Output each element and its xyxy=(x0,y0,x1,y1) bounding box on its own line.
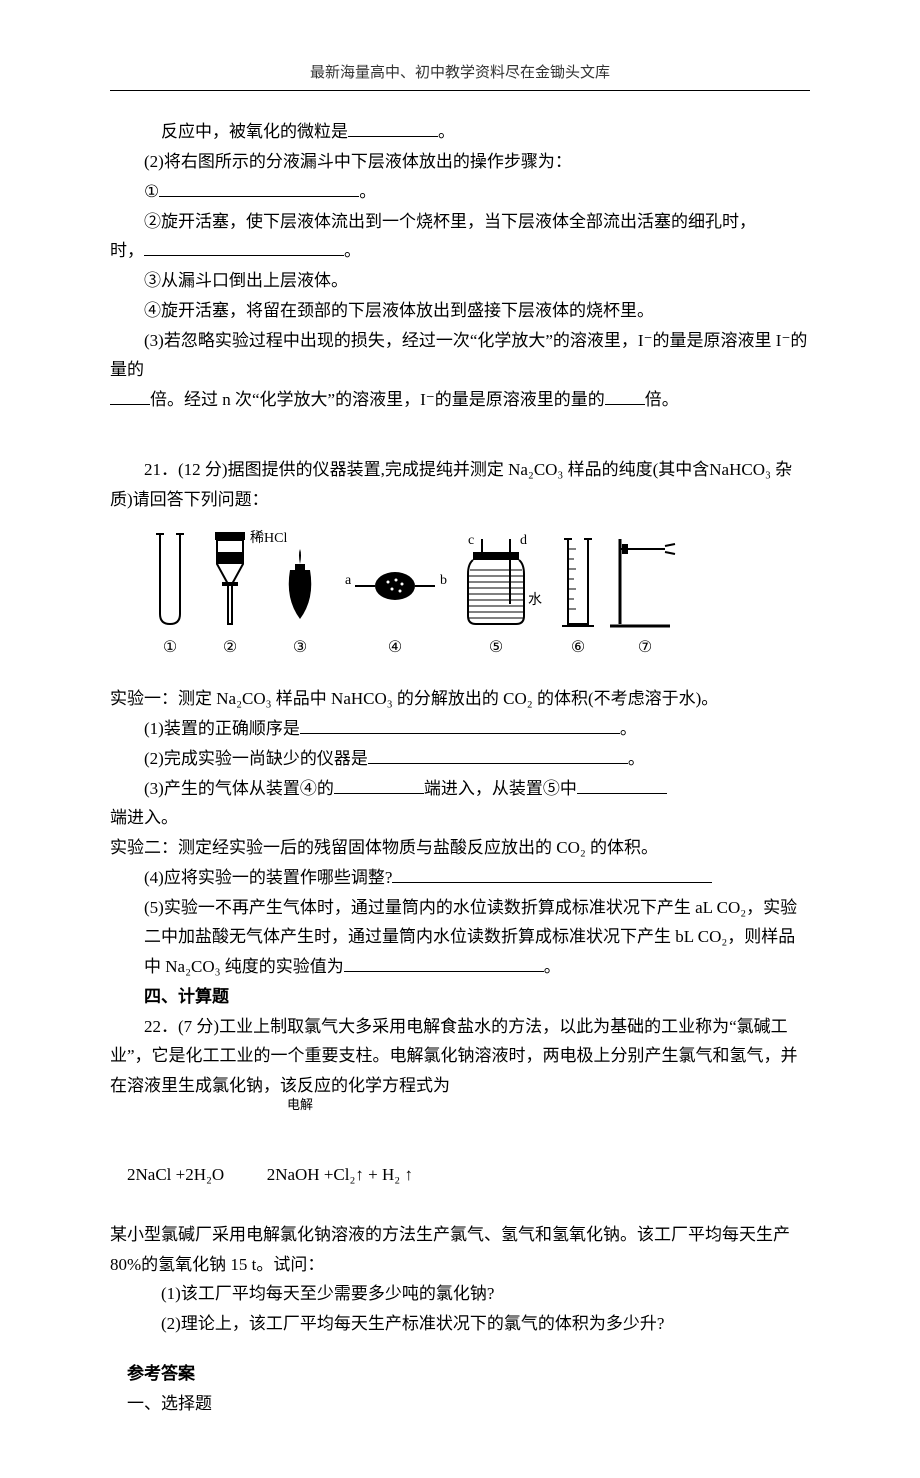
q21-l3: (3)产生的气体从装置④的 端进入，从装置⑤中 xyxy=(110,774,810,804)
q21-l5: (5)实验一不再产生气体时，通过量筒内的水位读数折算成标准状况下产生 aL CO… xyxy=(110,893,810,982)
blank xyxy=(348,119,438,137)
q21-l3c: 端进入。 xyxy=(110,803,810,833)
page-header: 最新海量高中、初中教学资料尽在金锄头文库 xyxy=(110,60,810,86)
blank xyxy=(368,746,628,764)
q21-lead: 21．(12 分)据图提供的仪器装置,完成提纯并测定 Na₂CO₃ 样品的纯度(… xyxy=(110,455,810,515)
blank xyxy=(577,776,667,794)
text: 。 xyxy=(544,957,561,976)
blank xyxy=(344,954,544,972)
label-1: ① xyxy=(163,639,177,656)
exp1-title: 实验一：测定 Na₂CO₃ 样品中 NaHCO₃ 的分解放出的 CO₂ 的体积(… xyxy=(110,684,810,714)
drying-tube-icon: a b ④ xyxy=(345,572,447,656)
stand-icon: ⑦ xyxy=(610,539,675,656)
header-divider xyxy=(110,90,810,91)
label-2: ② xyxy=(223,639,237,656)
q22-b: 业”，它是化工工业的一个重要支柱。电解氯化钠溶液时，两电极上分别产生氯气和氢气，… xyxy=(110,1041,810,1101)
q22-d: (1)该工厂平均每天至少需要多少吨的氯化钠? xyxy=(110,1279,810,1309)
q22-c: 某小型氯碱厂采用电解氯化钠溶液的方法生产氯气、氢气和氢氧化钠。该工厂平均每天生产… xyxy=(110,1220,810,1280)
exp2-title: 实验二：测定经实验一后的残留固体物质与盐酸反应放出的 CO₂ 的体积。 xyxy=(110,833,810,863)
bottle-icon: c d 水 ⑤ xyxy=(468,533,542,656)
cylinder-icon: ⑥ xyxy=(562,539,594,656)
label-3: ③ xyxy=(293,639,307,656)
q20-p3: (3)若忽略实验过程中出现的损失，经过一次“化学放大”的溶液里，I⁻的量是原溶液… xyxy=(110,326,810,415)
blank xyxy=(110,387,150,405)
q22-a: 22．(7 分)工业上制取氯气大多采用电解食盐水的方法，以此为基础的工业称为“氯… xyxy=(110,1012,810,1042)
apparatus-diagram: ① 稀HCl ② ③ a xyxy=(140,524,810,674)
text: 。 xyxy=(359,182,376,201)
text: ②旋开活塞，使下层液体流出到一个烧杯里，当下层液体全部流出活塞的细孔时， xyxy=(110,207,756,237)
q20-step2b: 时，。 xyxy=(110,236,810,266)
answers-title: 参考答案 xyxy=(110,1359,810,1389)
section-4-title: 四、计算题 xyxy=(110,982,810,1012)
spacer xyxy=(110,1339,810,1359)
blank xyxy=(334,776,424,794)
text: (4)应将实验一的装置作哪些调整? xyxy=(144,868,392,887)
label-7: ⑦ xyxy=(638,639,652,656)
text: (1)装置的正确顺序是 xyxy=(144,719,300,738)
b-label: b xyxy=(440,573,447,588)
test-tube-icon: ① xyxy=(156,534,184,656)
blank xyxy=(144,238,344,256)
a-label: a xyxy=(345,573,352,588)
document-page: 最新海量高中、初中教学资料尽在金锄头文库 反应中，被氧化的微粒是。 (2)将右图… xyxy=(0,0,920,1478)
q20-p2-lead: (2)将右图所示的分液漏斗中下层液体放出的操作步骤为： xyxy=(110,147,810,177)
blank xyxy=(605,387,645,405)
water-label: 水 xyxy=(528,592,542,608)
q20-oxidized-line: 反应中，被氧化的微粒是。 xyxy=(110,117,810,147)
blank xyxy=(159,179,359,197)
answers-sec1: 一、选择题 xyxy=(110,1389,810,1419)
q20-step2: ②旋开活塞，使下层液体流出到一个烧杯里，当下层液体全部流出活塞的细孔时， xyxy=(110,207,810,237)
text: (3)产生的气体从装置④的 xyxy=(110,774,334,804)
q21-l4: (4)应将实验一的装置作哪些调整? xyxy=(110,863,810,893)
q20-step4: ④旋开活塞，将留在颈部的下层液体放出到盛接下层液体的烧杯里。 xyxy=(110,296,810,326)
text: (2)完成实验一尚缺少的仪器是 xyxy=(144,749,368,768)
blank xyxy=(300,716,620,734)
text: 端进入，从装置⑤中 xyxy=(424,779,577,798)
funnel-icon: 稀HCl ② xyxy=(215,530,287,656)
text: 倍。经过 n 次“化学放大”的溶液里，I⁻的量是原溶液里的量的 xyxy=(150,390,605,409)
text: 反应中，被氧化的微粒是 xyxy=(161,122,348,141)
c-label: c xyxy=(468,533,474,548)
text: (3)若忽略实验过程中出现的损失，经过一次“化学放大”的溶液里，I⁻的量是原溶液… xyxy=(110,326,810,386)
eq-text: 2NaCl +2H₂O 2NaOH +Cl₂↑ + H₂ ↑ xyxy=(127,1165,413,1184)
q20-step1: ①。 xyxy=(110,177,810,207)
label-6: ⑥ xyxy=(571,639,585,656)
q21-l1: (1)装置的正确顺序是。 xyxy=(110,714,810,744)
text: ① xyxy=(144,182,159,201)
eq-cond: 电解 xyxy=(253,1094,313,1117)
q22-e: (2)理论上，该工厂平均每天生产标准状况下的氯气的体积为多少升? xyxy=(110,1309,810,1339)
q21-l2: (2)完成实验一尚缺少的仪器是。 xyxy=(110,744,810,774)
hcl-label: 稀HCl xyxy=(250,530,287,546)
text: 。 xyxy=(344,241,361,260)
spacer xyxy=(110,415,810,455)
q20-step3: ③从漏斗口倒出上层液体。 xyxy=(110,266,810,296)
blank xyxy=(392,865,712,883)
label-4: ④ xyxy=(388,639,402,656)
d-label: d xyxy=(520,533,527,548)
apparatus-svg: ① 稀HCl ② ③ a xyxy=(140,524,700,674)
q22-equation: 电解 2NaCl +2H₂O 2NaOH +Cl₂↑ + H₂ ↑ xyxy=(110,1101,810,1220)
label-5: ⑤ xyxy=(489,639,503,656)
text: 倍。 xyxy=(645,390,679,409)
lamp-icon: ③ xyxy=(289,549,312,656)
